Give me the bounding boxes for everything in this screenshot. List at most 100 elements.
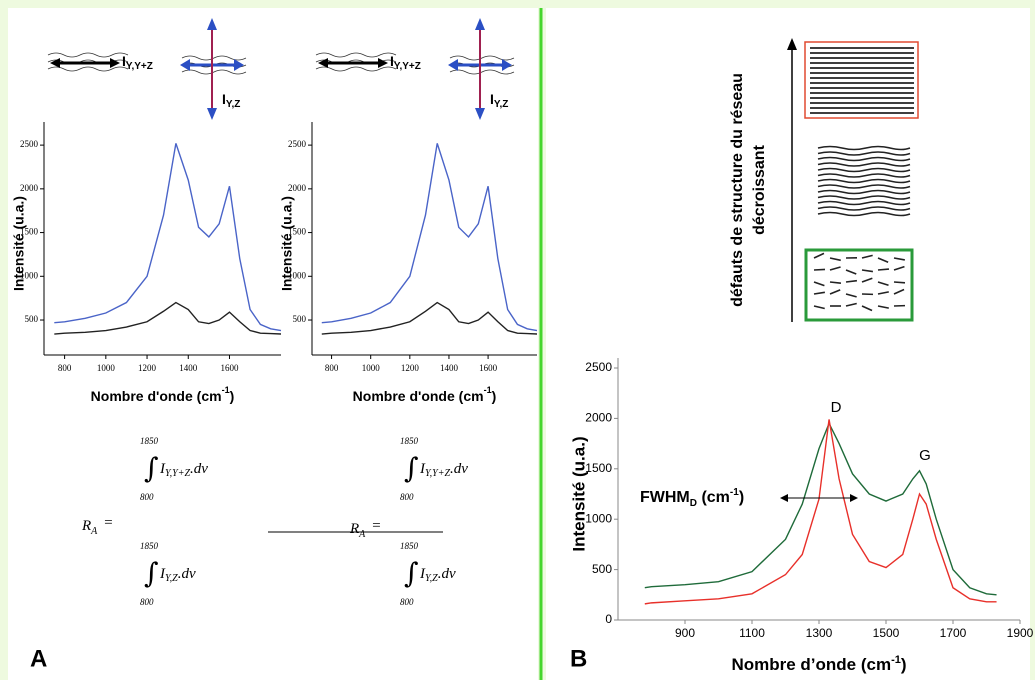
arrowhead <box>502 59 512 71</box>
lattice-line <box>817 211 911 217</box>
integrand: IY,Z.dv <box>419 566 456 584</box>
text-main: I <box>159 566 166 582</box>
x-label-text: Nombre d’onde (cm <box>731 655 891 674</box>
polarization-label: IY,Y+Z <box>390 53 421 72</box>
subscript: Y,Z <box>425 573 438 584</box>
panel-label: B <box>570 645 587 672</box>
y-tick-label: 1500 <box>288 227 307 237</box>
integral-limit: 800 <box>140 492 154 502</box>
fwhm-text: FWHM <box>640 489 690 506</box>
arrowhead <box>475 18 485 30</box>
integral-limit: 1850 <box>140 541 159 551</box>
annotation: FWHMD (cm-1) <box>640 487 744 509</box>
y-tick-label: 2000 <box>288 183 307 193</box>
x-tick-label: 1300 <box>806 626 833 640</box>
x-tick-label: 1400 <box>179 363 198 373</box>
lattice-line <box>877 281 889 286</box>
integrand-tail: .dv <box>438 566 456 582</box>
lattice-line <box>893 265 905 271</box>
integrand-tail: .dv <box>178 566 196 582</box>
subscript: Y,Y+Z <box>425 468 450 479</box>
text-main: R <box>349 521 359 537</box>
y-tick-label: 2000 <box>585 411 612 425</box>
annotation: D <box>831 399 842 416</box>
lattice-line <box>845 279 858 283</box>
polarization-icons: IY,Y+ZIY,ZIY,Y+ZIY,Z <box>47 18 515 120</box>
equals: = <box>103 515 113 531</box>
text-main: I <box>159 461 166 477</box>
x-tick-label: 900 <box>675 626 695 640</box>
arrowhead <box>378 58 388 68</box>
text-main: I <box>390 53 394 69</box>
lattice-line <box>893 257 905 261</box>
integrand-tail: .dv <box>190 461 208 477</box>
lattice-line <box>817 173 911 178</box>
y-tick-label: 1000 <box>20 270 39 280</box>
lattice-line <box>861 269 874 273</box>
x-tick-label: 1200 <box>401 363 420 373</box>
wave <box>315 66 397 72</box>
x-tick-label: 1700 <box>940 626 967 640</box>
arrowhead <box>234 59 244 71</box>
lattice-line <box>817 184 911 189</box>
lattice-line <box>813 305 825 310</box>
wave <box>181 69 247 75</box>
x-tick-label: 1000 <box>362 363 381 373</box>
x-tick-label: 1500 <box>873 626 900 640</box>
structure-label: décroissant <box>751 144 768 234</box>
series-line <box>54 143 282 332</box>
x-tick-label: 1200 <box>138 363 157 373</box>
superscript: -1 <box>891 654 901 666</box>
x-label-text: ) <box>901 655 907 674</box>
polarization-label: IY,Z <box>490 91 508 110</box>
disordered-box <box>804 248 914 322</box>
arrowhead <box>780 494 788 502</box>
subscript: A <box>358 529 366 540</box>
lattice-line <box>893 281 906 284</box>
structure-diagram: défauts de structure du réseau décroissa… <box>729 38 919 322</box>
integral-limit: 800 <box>140 597 154 607</box>
wave <box>449 69 515 75</box>
integrand: IY,Y+Z.dv <box>419 461 468 479</box>
arrowhead <box>207 18 217 30</box>
lattice-line <box>817 189 911 195</box>
y-tick-label: 1500 <box>585 461 612 475</box>
y-tick-label: 2500 <box>20 139 39 149</box>
polarization-label: IY,Y+Z <box>122 53 153 72</box>
subscript: A <box>90 526 98 537</box>
lattice-line <box>861 277 873 283</box>
series-line <box>644 419 997 605</box>
arrowhead <box>850 494 858 502</box>
subscript: Y,Z <box>494 99 508 110</box>
panel-label: A <box>30 645 47 672</box>
x-label-text: ) <box>492 388 497 404</box>
integrand-tail: .dv <box>450 461 468 477</box>
lattice-line <box>877 305 889 309</box>
formula-lhs: RA = <box>81 515 113 537</box>
integrand: IY,Y+Z.dv <box>159 461 208 479</box>
arrowhead <box>448 59 458 71</box>
y-axis-label: Intensité (u.a.) <box>279 196 295 291</box>
arrowhead <box>110 58 120 68</box>
wave <box>47 52 129 58</box>
lattice-line <box>817 162 911 167</box>
x-tick-label: 800 <box>58 363 72 373</box>
lattice-line <box>813 268 826 271</box>
y-tick-label: 1000 <box>585 511 612 525</box>
fwhm-text: (cm <box>697 489 730 506</box>
integral-sign: ∫ <box>144 557 159 590</box>
integral-sign: ∫ <box>404 452 419 485</box>
integral-limit: 800 <box>400 597 414 607</box>
arrowhead <box>50 58 60 68</box>
y-axis-label: Intensité (u.a.) <box>569 436 588 551</box>
y-tick-label: 1500 <box>20 227 39 237</box>
lattice-line <box>813 291 825 295</box>
integral-sign: ∫ <box>144 452 159 485</box>
series-line <box>644 421 997 596</box>
integral-limit: 1850 <box>140 436 159 446</box>
formulas: RA=1850∫800IY,Y+Z.dv1850∫800IY,Z.dvRA=18… <box>81 436 468 607</box>
y-tick-label: 500 <box>25 314 39 324</box>
structure-label: défauts de structure du réseau <box>729 73 746 307</box>
arrowhead <box>207 108 217 120</box>
